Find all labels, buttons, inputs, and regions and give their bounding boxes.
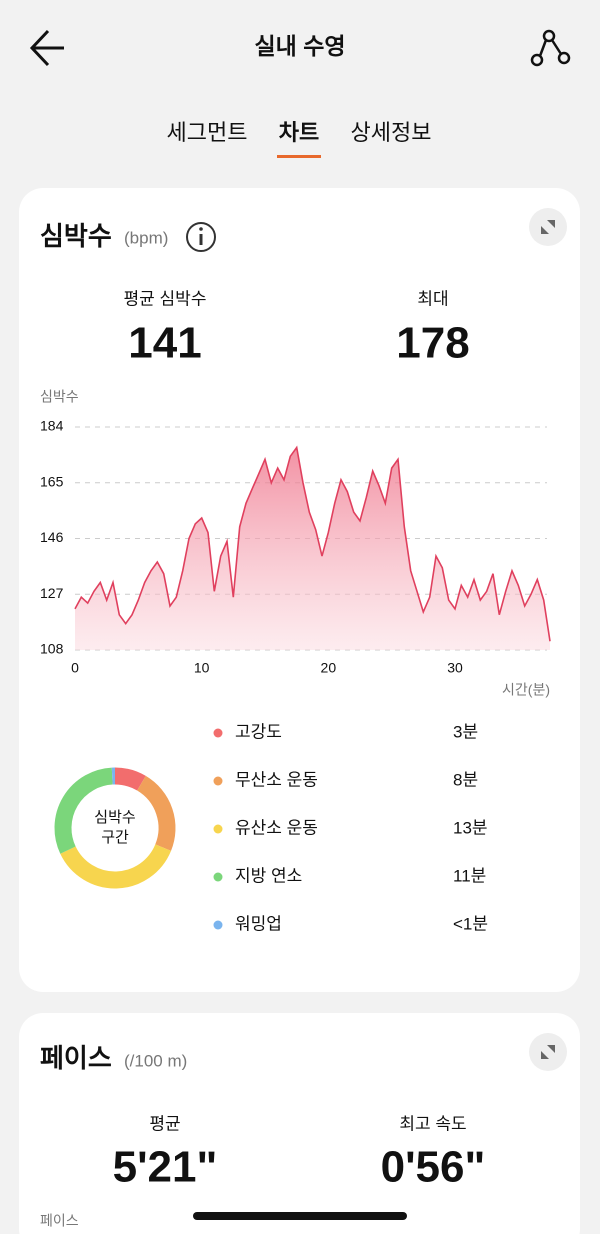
info-icon[interactable] (186, 222, 216, 252)
card-title: 심박수 (40, 221, 112, 251)
legend-dot (213, 872, 223, 882)
legend-value: 8분 (453, 770, 478, 789)
y-tick-label: 184 (40, 418, 64, 434)
legend-dot (213, 776, 223, 786)
tab[interactable]: 차트 (279, 120, 319, 145)
donut-segment (60, 844, 172, 889)
back-button[interactable] (29, 29, 64, 67)
x-tick-label: 10 (194, 660, 210, 676)
stat-label: 평균 (149, 1114, 180, 1133)
y-axis-label: 심박수 (40, 389, 79, 405)
legend-dot (213, 920, 223, 930)
line (74, 445, 551, 642)
stat-value: 0'56" (381, 1143, 486, 1192)
legend-name: 고강도 (235, 722, 282, 741)
stat-value: 5'21" (113, 1143, 218, 1192)
legend-dot (213, 728, 223, 738)
route-button[interactable] (530, 29, 571, 67)
legend-name: 유산소 운동 (235, 818, 318, 837)
card-unit: (bpm) (124, 228, 168, 247)
expand-button[interactable] (529, 1033, 567, 1071)
y-tick-label: 165 (40, 473, 64, 489)
x-tick-label: 30 (447, 660, 463, 676)
stat-label: 최고 속도 (399, 1114, 466, 1133)
y-tick-label: 108 (40, 641, 64, 657)
tab-indicator (277, 155, 321, 158)
legend-name: 무산소 운동 (235, 770, 318, 789)
pace-card (19, 1013, 580, 1234)
donut-label: 구간 (101, 829, 129, 846)
legend-name: 지방 연소 (235, 866, 302, 885)
donut-label: 심박수 (94, 809, 135, 826)
donut-segment (136, 775, 176, 851)
legend-value: 13분 (453, 818, 488, 837)
y-tick-label: 127 (40, 585, 64, 601)
expand-button[interactable] (529, 208, 567, 246)
stat-value: 178 (396, 319, 469, 368)
legend-name: 워밍업 (235, 914, 282, 933)
legend-value: 11분 (453, 866, 486, 885)
card-title: 페이스 (40, 1043, 112, 1073)
stat-label: 평균 심박수 (124, 289, 207, 308)
legend-value: 3분 (453, 722, 478, 741)
home-indicator (193, 1212, 407, 1220)
legend-value: <1분 (453, 914, 488, 933)
page-title: 실내 수영 (254, 33, 345, 59)
y-tick-label: 146 (40, 529, 64, 545)
legend-dot (213, 824, 223, 834)
x-tick-label: 20 (321, 660, 337, 676)
card-unit: (/100 m) (124, 1051, 187, 1070)
donut-segment (114, 767, 146, 791)
line-area (75, 447, 550, 650)
x-axis-label: 시간(분) (502, 682, 550, 698)
stat-label: 최대 (417, 289, 448, 308)
x-tick-label: 0 (71, 660, 79, 676)
stat-value: 141 (128, 319, 201, 368)
tab[interactable]: 상세정보 (351, 120, 432, 145)
donut-segment (54, 767, 114, 854)
tab[interactable]: 세그먼트 (167, 120, 248, 145)
chart-label: 페이스 (40, 1213, 79, 1229)
